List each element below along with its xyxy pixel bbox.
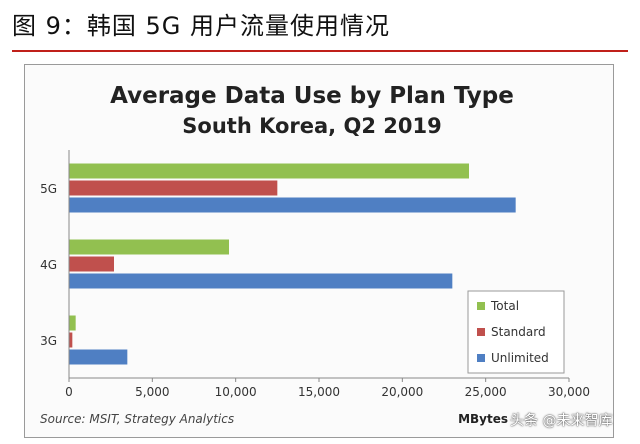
bar-3g-standard	[69, 332, 73, 348]
source-note: Source: MSIT, Strategy Analytics	[40, 412, 234, 426]
legend-swatch-standard	[477, 328, 485, 336]
bar-4g-unlimited	[69, 273, 453, 289]
x-axis-label: MBytes	[458, 412, 508, 426]
x-tick-label: 0	[65, 385, 73, 399]
legend-swatch-total	[477, 302, 485, 310]
x-tick-label: 25,000	[465, 385, 507, 399]
x-tick-label: 15,000	[298, 385, 340, 399]
category-label: 4G	[40, 258, 57, 272]
legend-label-total: Total	[490, 299, 519, 313]
category-label: 3G	[40, 334, 57, 348]
title-rule	[12, 50, 628, 52]
legend-swatch-unlimited	[477, 354, 485, 362]
figure-title: 图 9：韩国 5G 用户流量使用情况	[12, 12, 391, 40]
watermark: 头条 @未来智库	[510, 413, 613, 429]
x-tick-label: 30,000	[548, 385, 590, 399]
legend-label-unlimited: Unlimited	[491, 351, 549, 365]
bar-4g-standard	[69, 256, 114, 272]
bar-4g-total	[69, 239, 229, 255]
bar-5g-standard	[69, 180, 278, 196]
bar-3g-unlimited	[69, 349, 128, 365]
chart-title: Average Data Use by Plan Type	[110, 83, 514, 109]
chart-subtitle: South Korea, Q2 2019	[182, 114, 441, 138]
legend-label-standard: Standard	[491, 325, 546, 339]
bar-3g-total	[69, 315, 76, 331]
bar-5g-unlimited	[69, 197, 516, 213]
x-tick-label: 10,000	[215, 385, 257, 399]
x-tick-label: 5,000	[135, 385, 169, 399]
x-tick-label: 20,000	[381, 385, 423, 399]
bar-5g-total	[69, 163, 469, 179]
category-label: 5G	[40, 182, 57, 196]
